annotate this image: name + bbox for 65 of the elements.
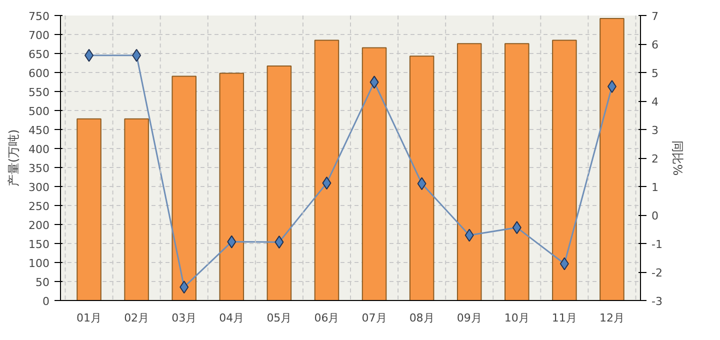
y-tick-label: 700 (28, 29, 50, 42)
x-tick-label: 07月 (362, 312, 387, 324)
point (560, 257, 569, 270)
point (370, 76, 379, 89)
bar (314, 40, 340, 300)
bar (219, 72, 244, 300)
point (512, 221, 522, 234)
y2-tick-label: -1 (652, 238, 662, 251)
y2-tick-label: -2 (652, 266, 662, 280)
y-tick-label: 300 (28, 181, 50, 194)
y-tick-label: 150 (28, 238, 50, 251)
point (274, 236, 284, 249)
x-tick-label: 04月 (219, 312, 244, 324)
y2-tick-label: 0 (652, 210, 658, 222)
y2-tick-label: 5 (652, 67, 658, 80)
y-tick-label: 500 (28, 105, 50, 118)
x-tick-label: 11月 (552, 312, 577, 324)
y-tick-label: 550 (28, 86, 50, 99)
y-tick-label: 400 (28, 143, 50, 156)
point (464, 228, 474, 242)
y2-tick-label: 2 (652, 152, 658, 166)
x-tick-label: 03月 (172, 312, 197, 324)
y-tick-label: 750 (28, 10, 50, 23)
point (84, 48, 94, 62)
y-tick-label: 450 (28, 124, 50, 137)
bar (552, 40, 577, 300)
point (227, 235, 236, 248)
y2-tick-label: 1 (652, 181, 658, 194)
x-tick-label: 08月 (409, 312, 434, 324)
y2-tick-label: -3 (652, 295, 662, 308)
x-tick-label: 05月 (266, 312, 292, 324)
x-tick-label: 09月 (456, 312, 482, 324)
x-tick-label: 10月 (504, 312, 530, 324)
x-tick-label: 01月 (76, 312, 102, 324)
bar (124, 118, 149, 300)
bar (600, 18, 624, 300)
y2-tick-label: 4 (652, 96, 658, 108)
y-tick-label: 600 (28, 67, 50, 80)
x-tick-label: 02月 (124, 312, 150, 324)
y-axis-title: 产量(万吨) (6, 129, 21, 187)
bar (362, 47, 387, 300)
y2-tick-label: 3 (652, 124, 658, 137)
y-tick-label: 350 (28, 162, 50, 175)
bar (504, 43, 530, 300)
point (607, 80, 616, 93)
bar (172, 76, 196, 300)
point (180, 280, 189, 294)
y2-tick-label: 7 (652, 10, 658, 23)
y2-tick-label: 6 (652, 38, 658, 52)
y-tick-label: 250 (28, 200, 50, 213)
bar (76, 118, 102, 300)
y-tick-label: 200 (28, 219, 50, 232)
bar (266, 66, 292, 300)
bar (456, 43, 482, 300)
y-tick-label: 50 (36, 276, 50, 289)
point (417, 177, 426, 190)
x-tick-label: 06月 (314, 312, 340, 324)
x-tick-label: 12月 (599, 312, 624, 324)
y-tick-label: 0 (42, 295, 50, 308)
bar (409, 56, 434, 300)
y-tick-label: 650 (28, 48, 50, 61)
point (132, 48, 142, 62)
y-tick-label: 100 (28, 257, 50, 270)
point (322, 176, 332, 190)
y2-axis-title: 同比% (670, 140, 684, 176)
